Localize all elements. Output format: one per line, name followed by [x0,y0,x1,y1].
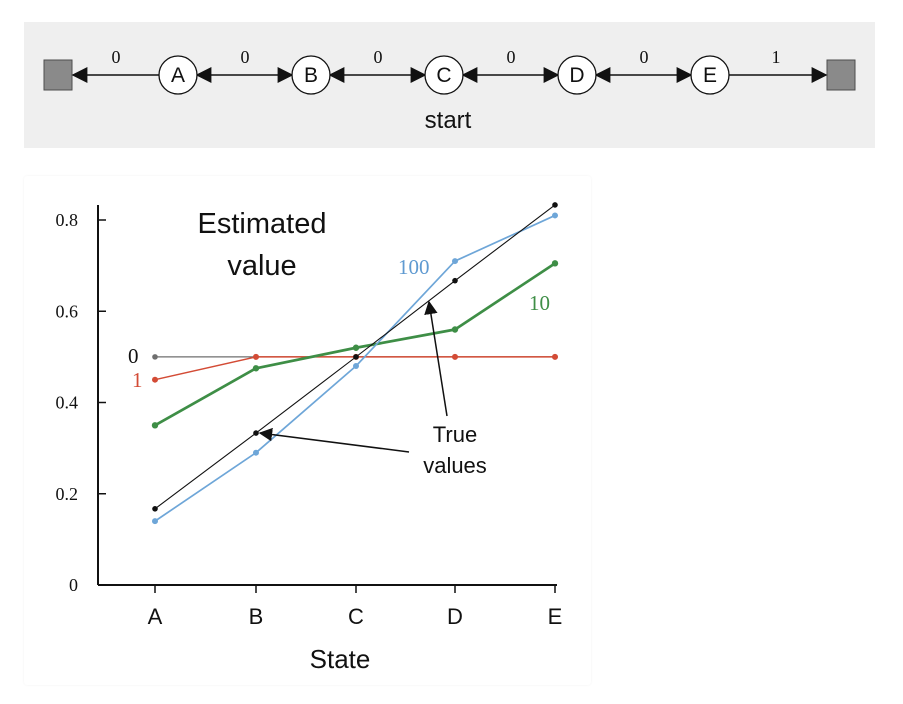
series-3-point-d [452,258,458,265]
state-label-a: A [171,64,185,87]
series-3-point-b [253,449,259,456]
series-2-point-a [151,422,159,429]
series-0-point-a [152,354,158,360]
annotation-arrow-upper [424,300,448,417]
series-2-point-c [352,344,360,351]
reward-label-1: 0 [241,47,250,67]
series-label-3: 100 [398,255,430,279]
series-4-point-a [152,506,158,512]
start-label: start [425,107,472,134]
x-tick-label-e: E [548,604,563,629]
series-4-point-d [452,277,458,284]
series-1-point-e [552,353,558,360]
series-4-point-e [552,202,558,208]
x-tick-label-b: B [249,604,264,629]
series-label-2: 10 [529,291,550,315]
reward-label-5: 1 [772,47,781,67]
y-tick-label-3: 0.6 [56,301,79,321]
y-tick-label-1: 0.2 [56,484,79,504]
state-node-e [690,55,730,95]
state-node-a [158,55,198,95]
series-3-point-a [152,518,158,525]
series-2-point-e [551,260,559,267]
series-label-1: 1 [132,368,143,392]
y-tick-label-0: 0 [69,575,78,595]
state-label-b: B [304,64,318,87]
annotation-line-1: True [433,422,477,447]
annotation-arrow-lower [258,427,410,453]
terminal-right [826,59,856,91]
reward-label-4: 0 [640,47,649,67]
series-3-point-e [552,212,558,219]
x-tick-label-d: D [447,604,463,629]
reward-label-0: 0 [112,47,121,67]
x-axis-label: State [310,644,371,674]
series-3-point-c [353,363,359,369]
state-label-d: D [569,64,584,87]
state-node-c [424,55,464,95]
estimated-value-chart: 00.20.40.60.8A B C D EStateEstimatedvalue011… [56,202,563,674]
reward-label-2: 0 [374,47,383,67]
series-2-point-b [252,365,260,372]
series-4-point-c [353,354,359,360]
annotation-line-2: values [423,453,487,478]
series-1-point-d [452,353,458,360]
state-node-d [557,55,597,95]
chart-title-line-2: value [227,250,296,282]
y-tick-label-2: 0.4 [56,393,79,413]
chart-panel: 0 0.2 0.4 0.6 0.8 A B C D E State Estimated value 0 1 1… [24,176,591,685]
series-4-point-b [253,430,259,436]
series-2-point-d [451,326,459,333]
series-label-0: 0 [128,344,139,368]
state-label-e: E [703,64,717,87]
x-tick-label-a: A [148,604,163,629]
y-tick-label-4: 0.8 [56,210,79,230]
x-tick-label-c: C [348,604,364,629]
series-1-point-b [253,353,259,360]
reward-label-3: 0 [507,47,516,67]
terminal-left [43,59,73,91]
chart-title-line-1: Estimated [198,208,327,240]
series-1-point-a [152,376,158,383]
state-node-b [291,55,331,95]
state-label-c: C [436,64,451,87]
series-line-2 [153,261,557,427]
